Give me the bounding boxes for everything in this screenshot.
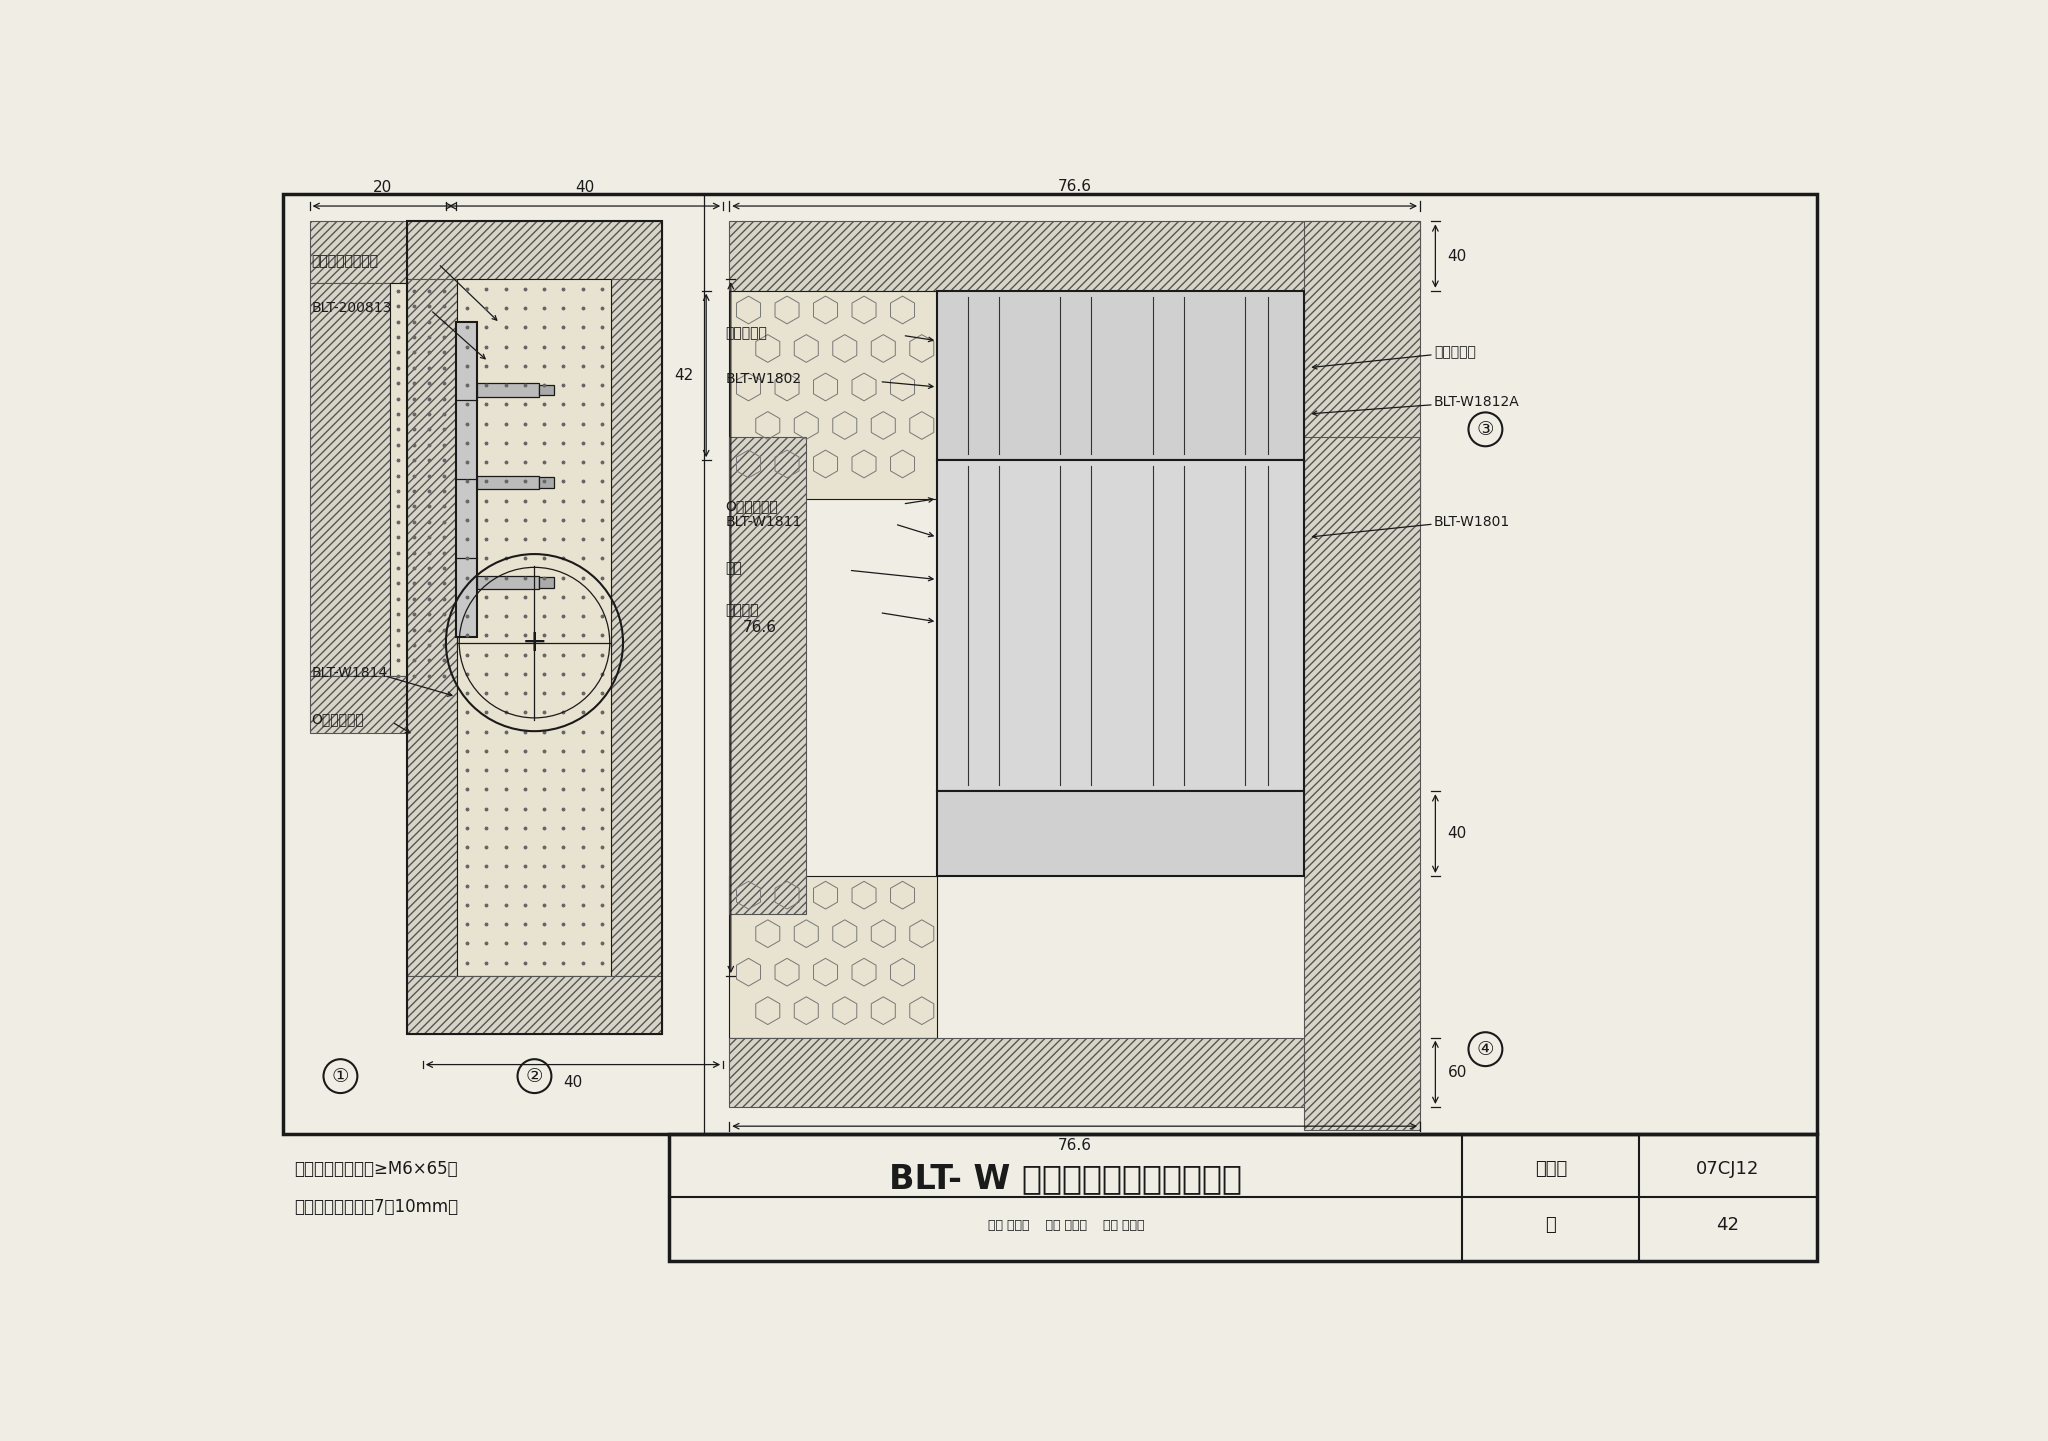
Text: 60: 60 (1448, 1065, 1466, 1079)
Text: ④: ④ (1477, 1039, 1495, 1059)
Text: 防水涂料: 防水涂料 (725, 604, 760, 617)
Bar (309, 676, 641, 733)
Bar (938, 460, 1305, 791)
Text: 40: 40 (563, 1075, 582, 1091)
Text: BLT-W1801: BLT-W1801 (1434, 514, 1509, 529)
Text: BLT-W1814: BLT-W1814 (311, 666, 387, 680)
Text: 20: 20 (373, 180, 393, 195)
Bar (457, 280, 612, 976)
Text: 图集号: 图集号 (1534, 1160, 1567, 1179)
Bar (457, 321, 477, 637)
Bar (1305, 222, 1419, 522)
Text: BLT-W1802: BLT-W1802 (725, 372, 801, 386)
Bar (408, 222, 662, 280)
Text: O型密封胶条: O型密封胶条 (725, 500, 778, 513)
Bar (408, 280, 457, 976)
Text: BLT-200813: BLT-200813 (311, 301, 391, 314)
Bar (539, 385, 555, 395)
Text: 76.6: 76.6 (1057, 1138, 1092, 1153)
Text: BLT-W1812A: BLT-W1812A (1434, 395, 1520, 409)
Text: 40: 40 (1448, 249, 1466, 264)
Bar (729, 876, 938, 1038)
Bar (477, 575, 539, 589)
Text: +: + (522, 628, 547, 657)
Text: BLT- W 全无框推拉窗安装节点图: BLT- W 全无框推拉窗安装节点图 (889, 1161, 1243, 1195)
Text: 审核 焦冀曾    校对 杨兴义    设计 余金珊: 审核 焦冀曾 校对 杨兴义 设计 余金珊 (987, 1219, 1145, 1232)
Text: 76.6: 76.6 (1057, 179, 1092, 193)
Bar (729, 222, 1419, 291)
Bar (729, 1038, 1419, 1107)
Text: 注：金属膨胀螺栓≥M6×65；: 注：金属膨胀螺栓≥M6×65； (295, 1160, 459, 1177)
Text: 尼龙锚栓套管外径7～10mm；: 尼龙锚栓套管外径7～10mm； (295, 1197, 459, 1216)
Bar (1305, 437, 1419, 1130)
Text: O型密封胶条: O型密封胶条 (311, 713, 365, 726)
Bar (539, 477, 555, 488)
Text: 40: 40 (1448, 826, 1466, 842)
Bar (477, 383, 539, 396)
Text: 42: 42 (1716, 1216, 1739, 1235)
Text: 07CJ12: 07CJ12 (1696, 1160, 1759, 1179)
Bar (309, 222, 641, 282)
Text: 42: 42 (674, 367, 694, 383)
Bar (670, 1134, 1817, 1261)
Text: 页: 页 (1546, 1216, 1556, 1235)
Text: 滑轮: 滑轮 (725, 561, 741, 575)
Text: 防盗密封块: 防盗密封块 (725, 326, 768, 340)
Bar (729, 291, 938, 499)
Text: 现场灌聚氨酯发泡: 现场灌聚氨酯发泡 (311, 255, 379, 268)
Bar (539, 578, 555, 588)
Bar (408, 976, 662, 1033)
Bar (938, 291, 1305, 460)
Bar (729, 437, 807, 915)
Text: 40: 40 (575, 180, 594, 195)
Text: ①: ① (332, 1066, 348, 1085)
Text: ③: ③ (1477, 419, 1495, 440)
Bar (408, 222, 662, 1033)
Bar (938, 791, 1305, 876)
Text: 防水涂料层: 防水涂料层 (1434, 346, 1477, 359)
Bar (477, 476, 539, 490)
Bar (309, 282, 391, 676)
Bar (612, 280, 662, 976)
Bar (283, 195, 1817, 1134)
Text: BLT-W1811: BLT-W1811 (725, 514, 803, 529)
Text: 76.6: 76.6 (743, 620, 776, 635)
Bar (391, 282, 457, 676)
Text: ②: ② (526, 1066, 543, 1085)
